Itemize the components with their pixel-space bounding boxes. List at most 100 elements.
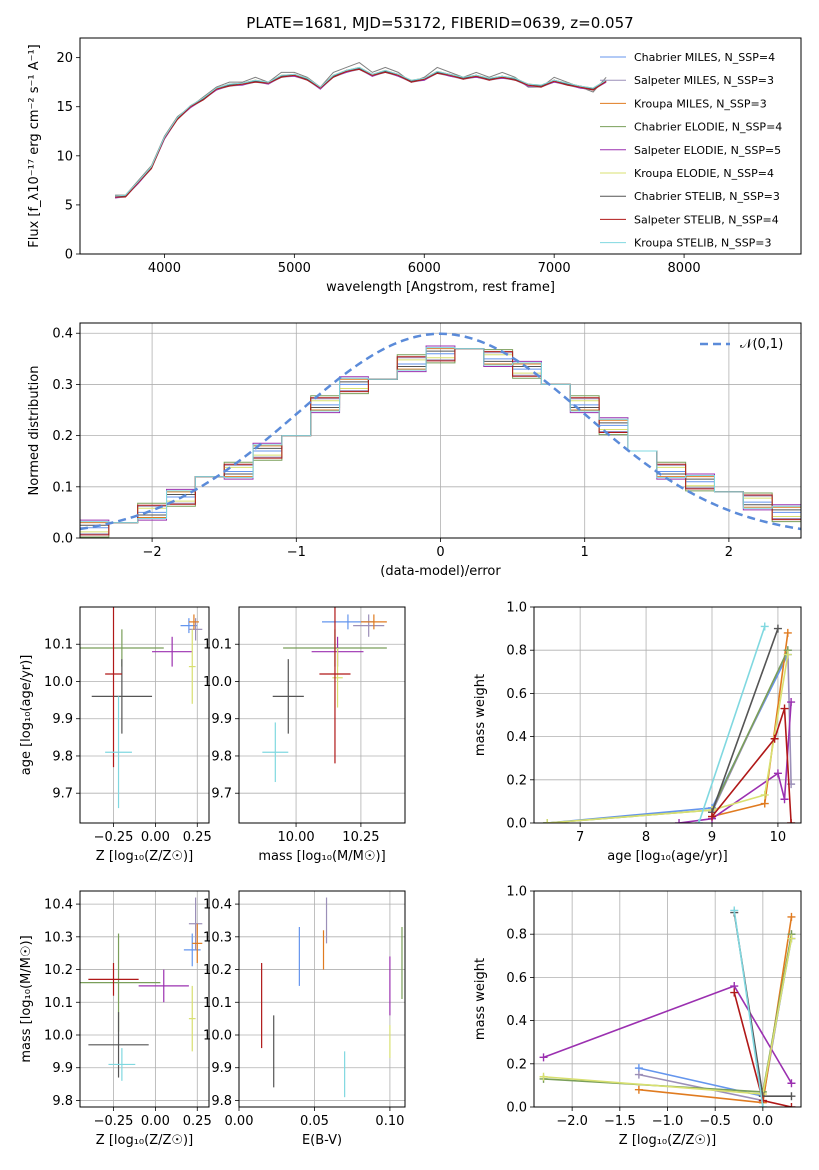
panel-mass-vs-EBV: 0.00 0.05 0.10 9.8 9.9 10.0 10.1 10.2 10.3 10.4 E(…: [203, 890, 406, 1148]
data-spectrum-line: [115, 61, 607, 196]
weight-marker: [634, 1085, 643, 1094]
model-line-1: [115, 67, 607, 198]
panel-mass-weight-vs-age: 7 8 9 10 0.0 0.2 0.4 0.6 0.8 1.0 age [log₁₀(age/yr…: [473, 601, 802, 864]
weight-marker: [780, 704, 789, 713]
axes-frame: [79, 37, 802, 255]
x-axis-label: E(B-V): [302, 1133, 342, 1148]
panel-spectrum: 4000 5000 6000 7000 8000 0 5 10 15 20 wavelength […: [27, 37, 802, 295]
plot-area: [80, 332, 801, 538]
weight-line-9: [733, 910, 764, 1107]
y-tick-label: 0.2: [506, 1057, 527, 1072]
weight-marker: [760, 799, 769, 808]
weight-line-9: [698, 626, 766, 823]
weight-marker: [708, 812, 716, 821]
y-tick-label: 0.4: [506, 730, 527, 745]
y-axis-label: mass [log₁₀(M/M☉)]: [19, 935, 34, 1062]
weight-line-2: [711, 649, 792, 813]
weight-marker: [730, 906, 739, 915]
y-tick-label: 9.8: [211, 1094, 232, 1109]
y-tick-label: 10.1: [203, 638, 232, 653]
y-tick-label: 10.0: [203, 1029, 232, 1044]
x-tick-label: 0.10: [375, 1114, 404, 1129]
x-tick-label: 0: [436, 545, 444, 560]
x-axis-label: Z [log₁₀(Z/Z☉)]: [619, 1133, 716, 1148]
y-tick-label: 1.0: [506, 885, 527, 900]
model-line-9: [115, 66, 607, 197]
x-tick-label: 9: [708, 830, 716, 845]
y-tick-label: 0.0: [52, 532, 73, 547]
legend-label: 𝒩(0,1): [740, 337, 783, 352]
y-axis-label: mass weight: [473, 958, 488, 1040]
y-tick-label: 15: [56, 100, 73, 115]
legend: Chabrier MILES, N_SSP=4 Salpeter MILES, N…: [600, 51, 782, 250]
weight-line-6: [547, 654, 789, 823]
x-tick-label: 10.00: [277, 830, 314, 845]
y-tick-label: 10.0: [44, 675, 73, 690]
plot-area: [80, 897, 203, 1081]
weight-marker: [543, 819, 552, 823]
weight-marker: [787, 819, 796, 823]
axes-frame: [238, 606, 406, 824]
y-tick-label: 0.6: [506, 971, 527, 986]
axes-frame: [238, 890, 406, 1108]
weight-marker: [787, 698, 796, 707]
plot-area: [262, 607, 387, 783]
y-tick-label: 0.6: [506, 687, 527, 702]
gaussian-curve: [80, 332, 801, 531]
x-axis-label: (data-model)/error: [380, 564, 501, 579]
axes-frame: [533, 606, 802, 824]
y-tick-label: 10.0: [44, 1029, 73, 1044]
x-tick-label: 8000: [668, 261, 701, 276]
x-tick-label: −2: [143, 545, 162, 560]
legend-label: Chabrier ELODIE, N_SSP=4: [634, 121, 782, 134]
x-tick-label: −1.5: [604, 1114, 636, 1129]
legend-label: Salpeter STELIB, N_SSP=4: [634, 213, 779, 226]
y-axis-label: Normed distribution: [27, 366, 42, 496]
weight-marker: [694, 819, 703, 823]
axes-frame: [79, 606, 210, 824]
panel-age-vs-mass: 10.00 10.25 9.7 9.8 9.9 10.0 10.1 mass [log₁₀(M…: [203, 606, 406, 864]
y-tick-label: 0.2: [52, 429, 73, 444]
y-tick-label: 10.1: [203, 996, 232, 1011]
model-line-5: [114, 67, 607, 199]
y-tick-label: 0.3: [52, 378, 73, 393]
x-tick-label: −0.25: [94, 1114, 134, 1129]
x-tick-label: −0.5: [699, 1114, 731, 1129]
x-tick-label: 10: [770, 830, 787, 845]
plot-area: [539, 906, 796, 1107]
x-tick-label: 0.0: [753, 1114, 774, 1129]
weight-line-8: [711, 708, 792, 823]
weight-marker: [773, 769, 782, 778]
panel-mass-weight-vs-Z: −2.0 −1.5 −1.0 −0.5 0.0 0.0 0.2 0.4 0.6 0.8 1.0 Z […: [473, 885, 802, 1148]
y-tick-label: 10.0: [203, 675, 232, 690]
y-axis-label: mass weight: [473, 674, 488, 756]
legend-label: Kroupa STELIB, N_SSP=3: [634, 237, 772, 250]
panel-age-vs-Z: −0.25 0.00 0.25 9.7 9.8 9.9 10.0 10.1 Z [log₁₀(Z…: [19, 606, 212, 864]
y-tick-label: 10.4: [44, 898, 73, 913]
y-tick-label: 10.3: [203, 930, 232, 945]
y-axis-label: Flux [f_λ10⁻¹⁷ erg cm⁻² s⁻¹ A⁻¹]: [27, 44, 42, 248]
histogram-step-9: [80, 347, 801, 538]
x-tick-label: 6000: [408, 261, 441, 276]
plot-area: [80, 607, 203, 809]
x-tick-label: −1.0: [652, 1114, 684, 1129]
weight-marker: [780, 795, 789, 804]
y-tick-label: 10.1: [44, 638, 73, 653]
weight-marker: [787, 1103, 796, 1107]
x-axis-label: age [log₁₀(age/yr)]: [607, 849, 728, 864]
model-line-8: [115, 68, 607, 198]
weight-marker: [770, 734, 779, 743]
legend-label: Chabrier STELIB, N_SSP=3: [634, 190, 780, 203]
plot-area: [261, 897, 403, 1098]
x-tick-label: −2.0: [556, 1114, 588, 1129]
panel-mass-vs-Z: −0.25 0.00 0.25 9.8 9.9 10.0 10.1 10.2 10.3 10.4 Z…: [19, 890, 212, 1148]
x-tick-label: 5000: [278, 261, 311, 276]
y-axis-label: age [log₁₀(age/yr)]: [19, 655, 34, 776]
model-line-4: [115, 67, 607, 198]
axes-frame: [79, 890, 210, 1108]
y-tick-label: 9.9: [211, 1061, 232, 1076]
axes-frame: [533, 890, 802, 1108]
y-tick-label: 9.7: [211, 787, 232, 802]
y-tick-label: 9.7: [52, 787, 73, 802]
